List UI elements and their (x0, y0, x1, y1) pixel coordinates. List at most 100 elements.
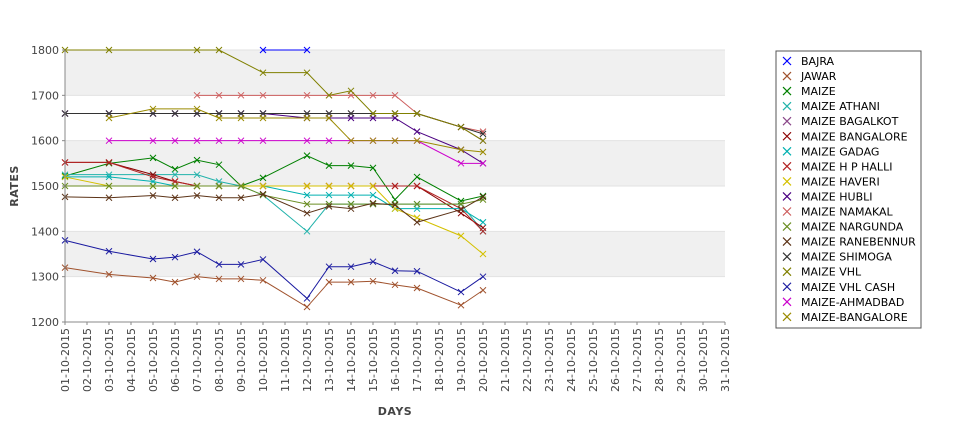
data-point (303, 303, 311, 311)
series-line (64, 155, 484, 202)
data-point (149, 173, 157, 181)
series-line (64, 239, 484, 300)
data-point (391, 267, 399, 275)
data-point (303, 46, 311, 54)
data-point (149, 192, 157, 199)
data-point (303, 152, 311, 159)
legend-item: MAIZE RANEBENNUR (782, 236, 916, 249)
legend-marker (782, 297, 792, 307)
data-point (105, 182, 113, 190)
data-point (479, 193, 487, 201)
data-point (193, 46, 201, 54)
data-point (303, 191, 311, 199)
legend-item: MAIZE VHL CASH (782, 281, 895, 294)
series-line (64, 193, 484, 223)
data-point (303, 137, 311, 145)
data-point (369, 182, 377, 190)
x-tick-label: 21-10-2015 (499, 328, 512, 392)
data-point (413, 173, 421, 181)
legend-label: MAIZE BAGALKOT (801, 115, 899, 128)
data-point (369, 91, 377, 99)
data-point (105, 159, 113, 166)
x-tick-label: 02-10-2015 (81, 328, 94, 392)
data-point (193, 248, 201, 256)
legend-item: MAIZE BANGALORE (782, 130, 908, 143)
series-maize-vhl (61, 46, 487, 145)
legend-item: MAIZE HUBLI (782, 190, 872, 203)
data-point (347, 162, 355, 169)
data-point (391, 137, 399, 145)
x-tick-label: 24-10-2015 (565, 328, 578, 392)
legend-marker (782, 282, 792, 292)
data-point (457, 206, 465, 213)
y-tick-label: 1300 (31, 271, 59, 284)
data-point (193, 156, 201, 164)
x-tick-label: 27-10-2015 (631, 328, 644, 392)
x-tick-label: 04-10-2015 (125, 328, 138, 392)
data-point (347, 137, 355, 145)
legend-marker (782, 252, 792, 262)
x-tick-label: 15-10-2015 (367, 328, 380, 392)
data-point (413, 128, 421, 135)
legend-label: MAIZE H P HALLI (801, 160, 892, 173)
data-point (369, 200, 377, 208)
data-point (259, 191, 267, 199)
legend-label: MAIZE VHL (801, 266, 862, 279)
data-point (325, 263, 333, 271)
x-tick-label: 10-10-2015 (257, 328, 270, 392)
legend-label: BAJRA (801, 55, 835, 68)
data-point (259, 190, 267, 198)
x-tick-labels: 01-10-2015 02-10-2015 03-10-2015 04-10-2015… (59, 328, 732, 392)
data-point (347, 205, 355, 213)
data-point (479, 130, 487, 138)
data-point (369, 137, 377, 145)
x-tick-label: 26-10-2015 (609, 328, 622, 392)
data-point (479, 159, 487, 167)
data-point (259, 174, 267, 182)
data-point (149, 182, 157, 190)
legend-item: MAIZE (782, 85, 836, 98)
legend-item: MAIZE SHIMOGA (782, 251, 892, 264)
data-point (237, 137, 245, 145)
legend-item: MAIZE NAMAKAL (782, 206, 894, 219)
data-point (105, 159, 113, 167)
legend-label: MAIZE HAVERI (801, 175, 880, 188)
data-point (347, 278, 355, 286)
legend-item: MAIZE BAGALKOT (782, 115, 899, 128)
data-point (457, 159, 465, 167)
data-point (413, 218, 421, 226)
legend-marker (782, 131, 792, 141)
series-maize-nargunda (61, 182, 487, 208)
legend-label: MAIZE SHIMOGA (801, 251, 892, 264)
data-point (479, 148, 487, 156)
legend-item: MAIZE ATHANI (782, 100, 880, 113)
x-axis-title: DAYS (378, 405, 412, 418)
legend-item: BAJRA (782, 55, 835, 68)
data-point (149, 154, 157, 162)
data-point (325, 114, 333, 122)
x-tick-label: 05-10-2015 (147, 328, 160, 392)
data-point (237, 275, 245, 283)
x-tick-label: 28-10-2015 (653, 328, 666, 392)
data-point (215, 161, 223, 169)
legend-label: MAIZE-AHMADBAD (801, 296, 904, 309)
data-point (105, 46, 113, 54)
legend-item: JAWAR (782, 70, 837, 83)
series-line (65, 176, 484, 223)
legend-marker (782, 116, 792, 126)
data-point (193, 273, 201, 281)
data-point (325, 162, 333, 169)
data-point (193, 105, 201, 113)
x-tick-label: 13-10-2015 (323, 328, 336, 392)
data-point (369, 277, 377, 285)
x-tick-label: 22-10-2015 (521, 328, 534, 392)
data-point (325, 137, 333, 145)
legend-item: MAIZE-BANGALORE (782, 311, 908, 324)
data-point (105, 173, 113, 181)
data-point (369, 258, 377, 266)
x-tick-label: 12-10-2015 (301, 328, 314, 392)
data-point (457, 301, 465, 309)
data-point (105, 114, 113, 122)
legend-marker (782, 237, 792, 247)
data-point (171, 171, 179, 179)
